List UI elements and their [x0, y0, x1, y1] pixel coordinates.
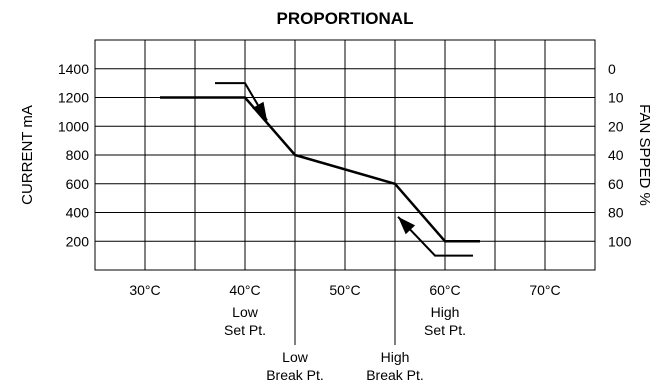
chart-title: PROPORTIONAL: [277, 9, 414, 28]
y2-axis-title: FAN SPPED %: [636, 104, 653, 206]
y2-tick-label: 0: [608, 61, 616, 77]
break-point-leaders: [294, 270, 396, 345]
x-tick-labels: 30°C 40°C 50°C 60°C 70°C: [129, 282, 560, 298]
arrow-down-icon: [252, 101, 267, 121]
annotation-label: Break Pt.: [366, 367, 424, 383]
x-tick-label: 50°C: [329, 282, 360, 298]
y-tick-label: 1200: [58, 90, 89, 106]
y-axis-title: CURRENT mA: [19, 105, 36, 205]
y2-tick-label: 80: [608, 205, 624, 221]
y-tick-label: 1400: [58, 61, 89, 77]
x-tick-label: 30°C: [129, 282, 160, 298]
annotation-label: High: [381, 349, 410, 365]
y-tick-label: 800: [66, 147, 90, 163]
series-layer: [160, 96, 480, 243]
series-line: [160, 96, 480, 243]
hysteresis-arrows: [215, 82, 473, 257]
y2-tick-label: 10: [608, 90, 624, 106]
y2-tick-label: 100: [608, 233, 632, 249]
x-tick-label: 70°C: [529, 282, 560, 298]
annotation-label: High: [431, 304, 460, 320]
y-tick-label: 400: [66, 205, 90, 221]
plot-frame: [94, 39, 596, 271]
y-tick-label: 1000: [58, 118, 89, 134]
annotations: Low Set Pt. Low Break Pt. High Break Pt. High S…: [224, 304, 466, 383]
y-tick-labels: 200 400 600 800 1000 1200 1400: [58, 61, 89, 250]
annotation-label: Low: [282, 349, 309, 365]
arrow-up-icon: [398, 216, 416, 235]
y2-tick-label: 40: [608, 147, 624, 163]
y2-tick-labels: 0 10 20 40 60 80 100: [608, 61, 632, 250]
annotation-label: Low: [232, 304, 259, 320]
grid: [95, 40, 595, 270]
y-tick-label: 600: [66, 176, 90, 192]
y2-tick-label: 60: [608, 176, 624, 192]
annotation-label: Set Pt.: [424, 322, 466, 338]
x-tick-label: 40°C: [229, 282, 260, 298]
annotation-label: Break Pt.: [266, 367, 324, 383]
y-tick-label: 200: [66, 233, 90, 249]
y2-tick-label: 20: [608, 118, 624, 134]
annotation-label: Set Pt.: [224, 322, 266, 338]
x-tick-label: 60°C: [429, 282, 460, 298]
